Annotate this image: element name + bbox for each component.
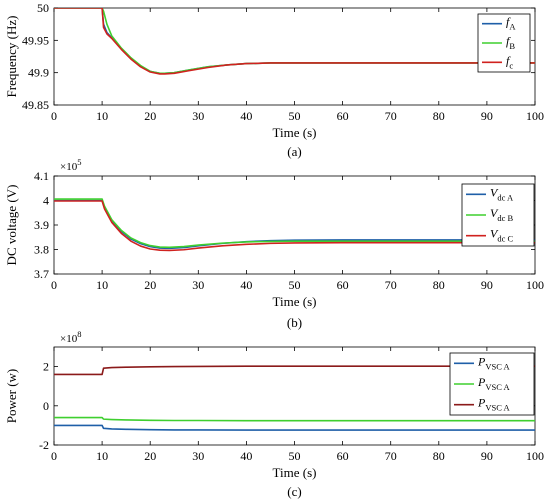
series-line-2 [54, 416, 535, 422]
y-tick-label: 4 [43, 194, 49, 208]
legend-label-2: fB [506, 34, 515, 51]
legend-label-1: fA [506, 15, 516, 32]
legend-label-subscript: dc B [497, 213, 513, 223]
y-axis-label: DC voltage (V) [4, 185, 19, 266]
x-tick-label: 10 [96, 449, 108, 463]
x-tick-label: 20 [144, 278, 156, 292]
legend-label-subscript: A [509, 22, 516, 32]
x-axis-label: Time (s) [273, 294, 317, 309]
axis-multiplier: ×108 [60, 329, 81, 345]
series-line-1 [54, 424, 535, 431]
x-tick-label: 30 [192, 278, 204, 292]
y-tick-label: 0 [43, 399, 49, 413]
x-tick-label: 40 [240, 449, 252, 463]
y-axis-label: Power (w) [4, 369, 19, 424]
legend-label-subscript: dc A [497, 192, 514, 202]
x-tick-label: 90 [481, 109, 493, 123]
x-tick-label: 10 [96, 278, 108, 292]
x-tick-label: 50 [289, 449, 301, 463]
legend-label-subscript: VSC A [485, 382, 510, 392]
x-tick-label: 90 [481, 449, 493, 463]
x-axis-label: Time (s) [273, 125, 317, 140]
y-tick-label: 2 [43, 360, 49, 374]
x-tick-label: 20 [144, 109, 156, 123]
x-tick-label: 90 [481, 278, 493, 292]
legend-label-subscript: dc C [497, 234, 513, 244]
x-tick-label: 50 [289, 278, 301, 292]
x-tick-label: 30 [192, 109, 204, 123]
x-tick-label: 40 [240, 109, 252, 123]
series-line-3 [54, 365, 535, 376]
y-tick-label: 4.1 [34, 169, 49, 183]
legend-label-3: fc [506, 53, 513, 70]
x-tick-label: 100 [526, 109, 544, 123]
x-tick-label: 10 [96, 109, 108, 123]
y-tick-label: 49.95 [22, 33, 49, 47]
plot-area [53, 175, 536, 275]
panel-caption: (b) [287, 315, 302, 330]
chart-panel-2: 0 10 20 30 40 50 60 70 80 90 100 3.7 3.8 3.9 4 4.1 Time … [4, 157, 544, 330]
x-tick-label: 20 [144, 449, 156, 463]
x-tick-label: 40 [240, 278, 252, 292]
x-tick-label: 80 [433, 109, 445, 123]
y-tick-label: 3.7 [34, 267, 49, 281]
y-tick-label: 49.85 [22, 98, 49, 112]
legend-label-subscript: c [509, 60, 513, 70]
legend-label-subscript: B [509, 41, 515, 51]
axis-multiplier-exponent: 5 [77, 157, 81, 167]
y-axis-label: Frequency (Hz) [4, 16, 19, 98]
x-tick-label: 30 [192, 449, 204, 463]
series-line-2 [54, 198, 535, 249]
legend-label-subscript: VSC A [485, 361, 510, 371]
legend: fA fB fc [477, 13, 531, 73]
y-tick-label: -2 [39, 438, 49, 452]
series-line-3 [54, 8, 535, 75]
x-tick-label: 80 [433, 449, 445, 463]
chart-panel-1: 0 10 20 30 40 50 60 70 80 90 100 49.85 49.9 49.95 50 Ti… [4, 1, 544, 159]
x-tick-label: 0 [51, 109, 57, 123]
x-tick-label: 0 [51, 278, 57, 292]
x-tick-label: 60 [337, 449, 349, 463]
x-axis-label: Time (s) [273, 465, 317, 480]
y-tick-label: 50 [37, 1, 49, 15]
axis-multiplier: ×105 [60, 157, 81, 173]
y-tick-label: 3.8 [34, 243, 49, 257]
panel-caption: (c) [287, 484, 301, 499]
panel-caption: (a) [287, 144, 301, 159]
x-tick-label: 80 [433, 278, 445, 292]
y-tick-label: 3.9 [34, 218, 49, 232]
x-tick-label: 60 [337, 278, 349, 292]
x-tick-label: 70 [385, 278, 397, 292]
series-line-3 [54, 200, 535, 252]
x-tick-label: 0 [51, 449, 57, 463]
x-tick-label: 100 [526, 449, 544, 463]
x-tick-label: 60 [337, 109, 349, 123]
y-tick-label: 49.9 [28, 66, 49, 80]
legend-label-subscript: VSC A [485, 403, 510, 413]
plot-area [53, 7, 536, 106]
x-tick-label: 100 [526, 278, 544, 292]
x-tick-label: 70 [385, 449, 397, 463]
x-tick-label: 50 [289, 109, 301, 123]
axis-multiplier-exponent: 8 [77, 329, 81, 339]
x-tick-label: 70 [385, 109, 397, 123]
